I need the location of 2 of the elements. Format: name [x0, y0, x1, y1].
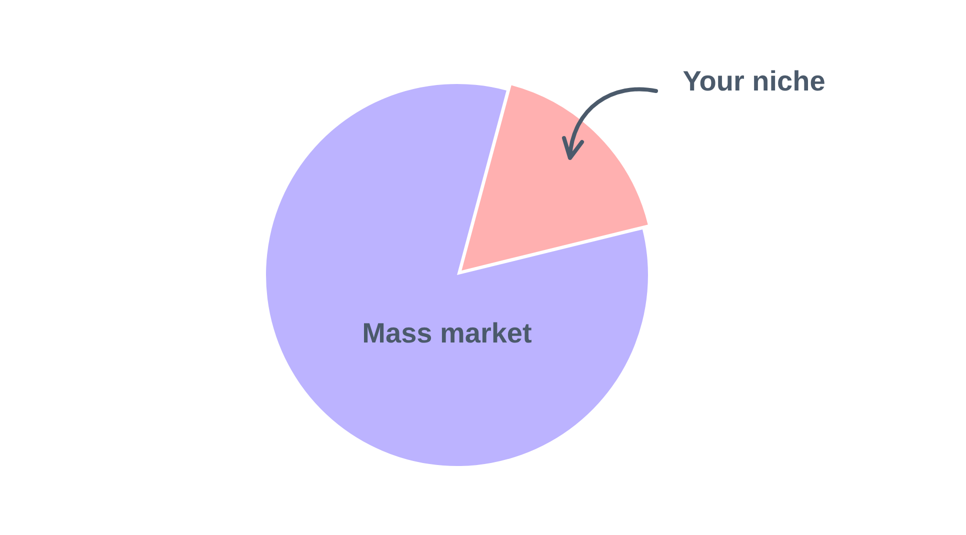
slice-label: Your niche — [682, 66, 826, 97]
slice-label: Mass market — [362, 318, 532, 349]
